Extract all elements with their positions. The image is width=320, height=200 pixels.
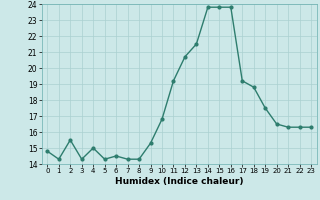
X-axis label: Humidex (Indice chaleur): Humidex (Indice chaleur) xyxy=(115,177,244,186)
